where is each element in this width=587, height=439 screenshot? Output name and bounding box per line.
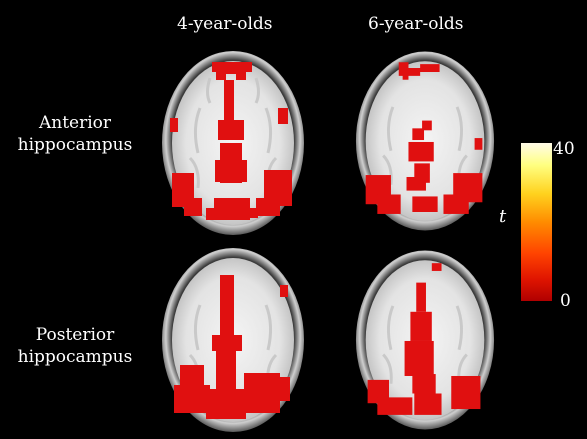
sulci: [382, 106, 468, 185]
column-title-4yo: 4-year-olds: [177, 14, 273, 34]
brain-panel-anterior-4yo: [162, 51, 304, 235]
brain-panel-posterior-4yo: [162, 248, 304, 432]
row-label-posterior-line2: hippocampus: [17, 347, 133, 367]
row-label-anterior: Anterior hippocampus: [0, 112, 150, 156]
colorbar-max-label: 40: [553, 139, 575, 159]
row-label-anterior-line2: hippocampus: [17, 135, 133, 155]
column-title-6yo: 6-year-olds: [368, 14, 464, 34]
colorbar-min-label: 0: [560, 291, 571, 311]
row-label-anterior-line1: Anterior: [38, 113, 112, 133]
colorbar-t-label: t: [499, 206, 507, 227]
activation-clusters: [170, 62, 292, 220]
colorbar: [521, 143, 552, 301]
activation-clusters: [365, 62, 483, 214]
brain-panel-posterior-6yo: [355, 250, 495, 430]
row-label-posterior-line1: Posterior: [35, 325, 115, 345]
brain-panel-anterior-6yo: [355, 51, 495, 231]
row-label-posterior: Posterior hippocampus: [0, 324, 150, 368]
activation-clusters: [174, 275, 290, 419]
sulci: [382, 305, 468, 384]
activation-clusters: [367, 263, 481, 415]
sulci: [188, 77, 278, 189]
